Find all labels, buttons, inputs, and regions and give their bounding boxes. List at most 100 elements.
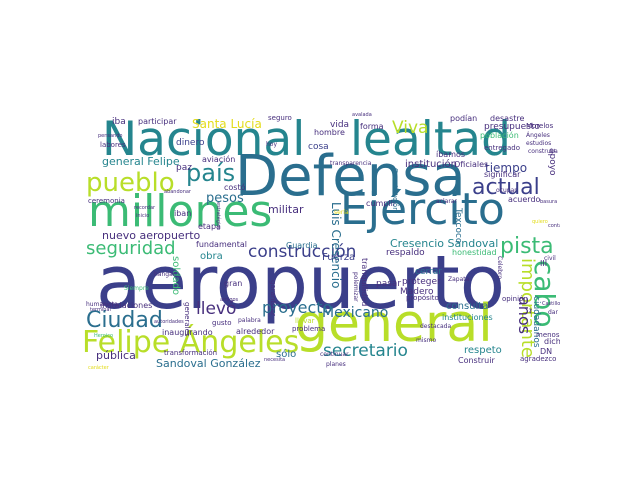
word-aviacion: aviación [202,155,236,164]
word-seguridad: seguridad [86,238,176,259]
word-oficiales: Oficiales [454,160,489,169]
word-instituciones: instituciones [442,313,493,322]
word-destacada: destacada [420,323,452,330]
word-transparencia: transparencia [330,160,372,167]
word-estudios: estudios [526,140,552,147]
word-aeropuerto: aeropuerto [96,240,506,326]
word-forma: forma [360,122,384,131]
word-seria: sería [334,209,349,216]
word-civil: civil [544,255,556,262]
word-ciudadanos: ciudadanos [531,296,541,348]
word-llevar: llevar [295,317,315,325]
word-tiempo: tiempo [485,161,528,175]
word-consulta: consulta [446,301,489,312]
word-actual: actual [472,175,540,200]
word-cloud: aeropuerto Nacional lealtad Defensa mill… [80,106,560,370]
word-iii: III [540,259,548,268]
word-abandonar: abandonar [164,189,191,195]
word-nacional: Nacional [102,112,306,167]
word-nuevo-aeropuerto: nuevo aeropuerto [102,229,201,242]
word-labores: labores [100,141,126,149]
word-mexicano: Mexicano [322,305,389,321]
word-transformacion: transformación [164,349,218,357]
word-iba: iba [112,117,126,127]
word-instalaciones: instalaciones [100,301,153,310]
word-zapata: Zapata [448,276,470,283]
word-desastre: desastre [490,114,525,123]
word-proposito: propósito [406,294,439,302]
word-fuerza: Fuerza [322,252,356,263]
word-ocupar: ocupar [496,187,517,194]
word-problema: problema [292,325,326,333]
word-santa-lucia: Santa Lucía [192,117,262,131]
word-general-felipe: general Felipe [102,155,180,168]
word-proyecto: proyecto [262,298,333,317]
word-recordar: recordar [134,205,156,211]
word-iban: iban [174,209,192,218]
word-agradezco: agradezco [520,355,557,363]
word-costo: costó [224,183,246,192]
word-pais: país [186,159,236,187]
word-hangar: hangar [154,271,176,278]
word-dn: DN [540,347,553,356]
word-respaldo: respaldo [386,248,425,258]
word-obra: obra [200,251,223,262]
word-general: general [295,294,493,354]
word-mismo: mismo [416,337,437,344]
word-construccion: construcción [248,242,357,262]
word-celebro: Celebro [496,256,503,280]
word-castillo: Castillo [542,301,560,307]
word-tranquilidad: tranquilidad [360,258,369,307]
word-pasar: pasar [376,279,402,289]
word-ibamos: íbamos [436,150,466,159]
word-vida: vida [330,120,350,130]
word-cresencio-sandoval: Cresencio Sandoval [390,237,499,250]
word-defensa: Defensa [235,144,466,209]
word-madero: Madero [400,287,434,297]
word-secretario: secretario [323,341,408,361]
word-cosa: cosa [308,142,329,152]
word-podian: podían [450,114,478,123]
word-basura: basura [540,199,558,205]
word-dar: dar [548,309,558,316]
word-heroico: Heroico [94,333,114,339]
word-texcoco: Texcoco [453,208,463,244]
word-angeles: Ángeles [526,132,550,139]
word-inicio: inicio [136,213,150,219]
word-gran: gran [224,279,243,288]
word-opinion: opinión [502,295,528,303]
word-ceremonia: ceremonia [88,197,125,205]
word-hombre: hombre [314,128,345,137]
word-institucion: institución [405,159,458,170]
word-pueblo: pueblo [86,168,175,198]
word-avalada: avalada [352,112,372,118]
word-caracter: carácter [88,365,109,371]
word-cerrar: cerrar [415,267,442,277]
word-acuerdo: acuerdo [508,195,541,204]
word-participar: participar [138,117,177,126]
word-dicho: dicho [544,337,560,346]
word-guardia: Guardia [286,241,318,250]
word-pensando: pensando [98,133,123,139]
word-respeto: respeto [464,345,502,356]
word-continuar: continuar [320,351,349,358]
word-fundamental: fundamental [196,240,247,249]
word-entregado: entregado [484,144,520,152]
word-planes: planes [326,361,346,368]
word-amigos: amigos [220,297,239,303]
word-constitucion: Constitución [391,168,399,212]
word-viva: Viva [392,118,429,138]
word-hoy: hoy [266,141,278,148]
word-lealtad: lealtad [350,112,511,167]
word-paz: paz [176,163,192,173]
word-millones: millones [88,186,273,237]
word-quiero: quiero [532,219,548,225]
word-cumplir: cumplir [366,199,397,208]
word-siempre: Siempre [124,285,149,292]
word-construir: Construir [458,356,495,365]
word-polemizar: polemizar [352,272,359,302]
word-estrategico: estratégico [215,202,221,231]
word-felipe-angeles: Felipe Ángeles [82,325,300,360]
word-honestidad: honestidad [452,248,497,257]
word-solo: sólo [276,349,297,360]
